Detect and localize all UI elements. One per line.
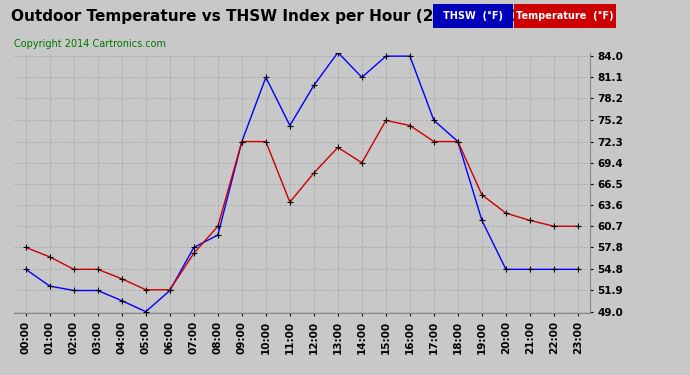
Text: THSW  (°F): THSW (°F) (443, 11, 503, 21)
Text: Outdoor Temperature vs THSW Index per Hour (24 Hours) 20140614: Outdoor Temperature vs THSW Index per Ho… (10, 9, 597, 24)
Text: Temperature  (°F): Temperature (°F) (516, 11, 614, 21)
Text: Copyright 2014 Cartronics.com: Copyright 2014 Cartronics.com (14, 39, 166, 50)
